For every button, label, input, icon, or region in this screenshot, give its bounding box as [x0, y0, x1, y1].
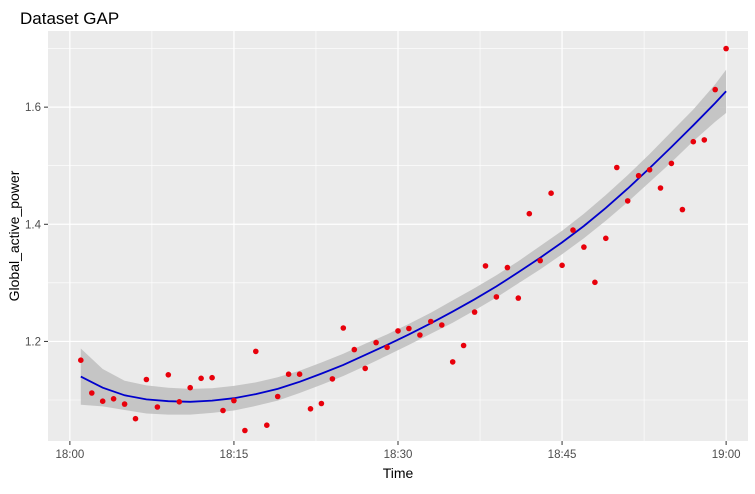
data-point [668, 160, 675, 167]
x-axis-title: Time [383, 465, 414, 481]
data-point [537, 257, 543, 264]
y-tick-label: 1.6 [25, 102, 41, 114]
data-point [143, 376, 150, 383]
y-tick-label: 1.2 [25, 336, 41, 348]
data-point [406, 325, 412, 332]
data-point [701, 137, 708, 143]
data-point [592, 279, 598, 286]
data-point [449, 359, 456, 365]
data-point [121, 401, 128, 407]
data-point [351, 346, 358, 353]
x-tick-label: 18:15 [220, 449, 249, 461]
data-point [614, 164, 620, 171]
data-point [395, 328, 401, 334]
data-point [679, 206, 686, 213]
data-point [110, 396, 117, 402]
data-point [526, 210, 533, 217]
data-point [99, 398, 106, 405]
data-point [362, 365, 369, 372]
x-tick-label: 18:00 [55, 449, 84, 461]
data-point [384, 344, 390, 351]
data-point [515, 295, 522, 301]
data-point [285, 371, 292, 378]
data-point [635, 172, 642, 179]
data-point [373, 339, 379, 346]
data-point [690, 138, 697, 145]
data-point [253, 348, 259, 355]
confidence-band [80, 69, 727, 415]
data-point [493, 294, 500, 300]
data-point [417, 332, 423, 338]
data-point [231, 397, 237, 404]
data-point [318, 400, 325, 407]
data-point [471, 309, 478, 315]
data-point [482, 263, 489, 269]
data-point [165, 372, 172, 378]
data-point [657, 185, 664, 191]
data-point [624, 198, 631, 204]
data-point [340, 325, 347, 331]
y-axis-ticks: 1.2 1.4 1.6 [25, 102, 48, 348]
data-point [723, 45, 729, 52]
data-point [329, 376, 336, 382]
data-point [428, 318, 434, 325]
data-point [89, 390, 95, 396]
data-points [78, 45, 729, 434]
data-point [603, 235, 609, 242]
x-tick-label: 19:00 [712, 449, 741, 461]
data-point [439, 322, 445, 328]
data-point [307, 406, 314, 412]
data-point [646, 167, 653, 173]
y-tick-label: 1.4 [25, 219, 42, 231]
data-point [132, 415, 139, 422]
data-point [176, 399, 183, 405]
data-point [274, 393, 281, 400]
data-point [78, 357, 84, 364]
data-point [581, 244, 587, 250]
data-point [504, 264, 511, 271]
x-tick-label: 18:45 [548, 449, 577, 461]
data-point [198, 375, 204, 382]
data-point [548, 190, 554, 196]
data-point [570, 227, 576, 233]
data-point [187, 384, 193, 391]
x-axis-ticks: 18:00 18:15 18:30 18:45 19:00 [55, 441, 741, 461]
x-tick-label: 18:30 [384, 449, 413, 461]
data-point [712, 86, 718, 93]
chart-title: Dataset GAP [20, 9, 119, 28]
smooth-line [80, 90, 727, 403]
data-point [209, 374, 215, 381]
data-point [460, 342, 467, 349]
data-point [296, 371, 303, 378]
data-point [242, 427, 248, 434]
data-point [264, 422, 270, 429]
y-axis-title: Global_active_power [6, 170, 22, 301]
data-point [559, 262, 565, 269]
data-point [154, 404, 161, 410]
data-point [220, 407, 226, 414]
